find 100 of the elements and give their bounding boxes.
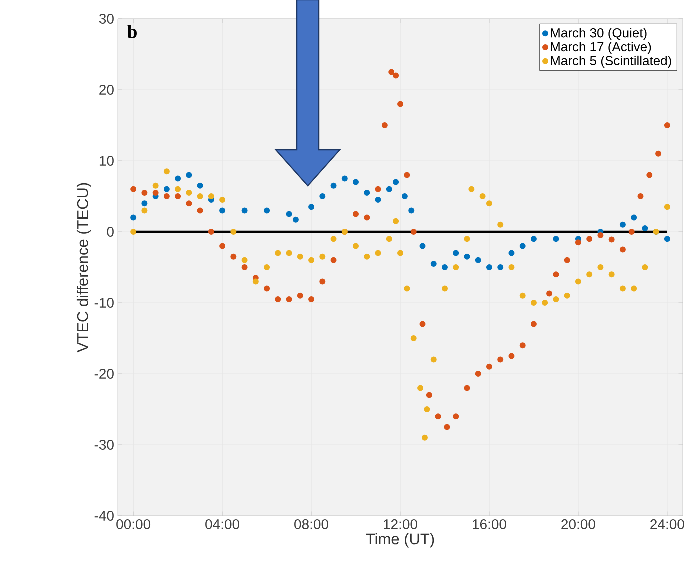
point [486, 200, 492, 207]
point [393, 179, 400, 186]
point [444, 424, 450, 430]
point [152, 190, 159, 196]
point [631, 286, 638, 292]
legend-label: March 17 (Active) [551, 42, 652, 54]
point [464, 385, 470, 392]
point [275, 250, 282, 256]
point [230, 229, 237, 235]
point [388, 69, 395, 76]
point [264, 264, 270, 270]
point [297, 254, 304, 260]
point [542, 300, 548, 306]
point [553, 236, 560, 242]
legend-label: March 30 (Quiet) [551, 28, 647, 40]
point [638, 193, 644, 200]
point [586, 236, 593, 242]
point [175, 193, 182, 200]
point [564, 257, 570, 264]
point [498, 264, 504, 270]
point [424, 406, 430, 412]
point [608, 236, 615, 243]
point [435, 414, 442, 420]
point [164, 168, 170, 175]
point [386, 236, 392, 242]
point [175, 176, 182, 182]
x-tick-label: 24:00 [650, 520, 684, 530]
point [404, 286, 410, 292]
point [175, 186, 182, 192]
point [404, 172, 410, 178]
point [264, 208, 270, 214]
point [420, 243, 426, 250]
point [382, 122, 388, 128]
point [220, 243, 226, 250]
y-tick-label: -10 [94, 298, 114, 308]
point [142, 190, 148, 196]
point [292, 216, 299, 223]
point [393, 218, 400, 224]
x-tick-label: 08:00 [294, 520, 328, 530]
y-tick-label: 0 [107, 227, 114, 237]
point [130, 214, 137, 221]
point [197, 193, 204, 200]
point [530, 236, 537, 242]
point [664, 204, 670, 210]
point [442, 264, 448, 270]
point [480, 193, 486, 200]
point [464, 254, 470, 260]
point [410, 336, 417, 342]
point [152, 182, 159, 189]
point [208, 193, 214, 200]
point [364, 190, 370, 196]
point [330, 182, 337, 189]
point [398, 250, 404, 256]
point [430, 356, 437, 363]
point [598, 232, 604, 239]
point [656, 150, 662, 157]
point [130, 186, 137, 192]
point [297, 292, 304, 299]
point [375, 197, 382, 204]
point [342, 176, 348, 182]
point [375, 186, 382, 192]
point [275, 296, 282, 302]
point [353, 179, 360, 186]
x-tick-label: 04:00 [206, 520, 240, 530]
point [631, 214, 638, 221]
point [220, 208, 226, 214]
point [142, 208, 148, 214]
point [586, 272, 593, 278]
point [330, 257, 337, 264]
y-tick-label: 20 [100, 85, 114, 95]
point [386, 186, 392, 192]
x-axis-title: Time (UT) [366, 533, 434, 548]
point [664, 122, 670, 128]
point [393, 72, 400, 79]
point [642, 264, 648, 270]
point [410, 229, 417, 235]
point [364, 214, 370, 221]
point [520, 342, 526, 349]
point [564, 292, 570, 299]
point [430, 260, 437, 267]
point [164, 186, 170, 192]
point [402, 193, 408, 200]
point [208, 229, 214, 235]
point [220, 197, 226, 204]
point [520, 292, 526, 299]
point [620, 286, 626, 292]
point [664, 236, 670, 242]
point [320, 278, 326, 285]
point [364, 254, 370, 260]
point [598, 264, 604, 270]
point [553, 296, 560, 302]
annotation: b [127, 25, 137, 38]
point [508, 250, 515, 256]
point [308, 204, 315, 210]
point [130, 229, 137, 235]
point [353, 243, 360, 250]
point [308, 296, 315, 302]
point [508, 353, 515, 360]
point [164, 193, 170, 200]
point [453, 264, 460, 270]
